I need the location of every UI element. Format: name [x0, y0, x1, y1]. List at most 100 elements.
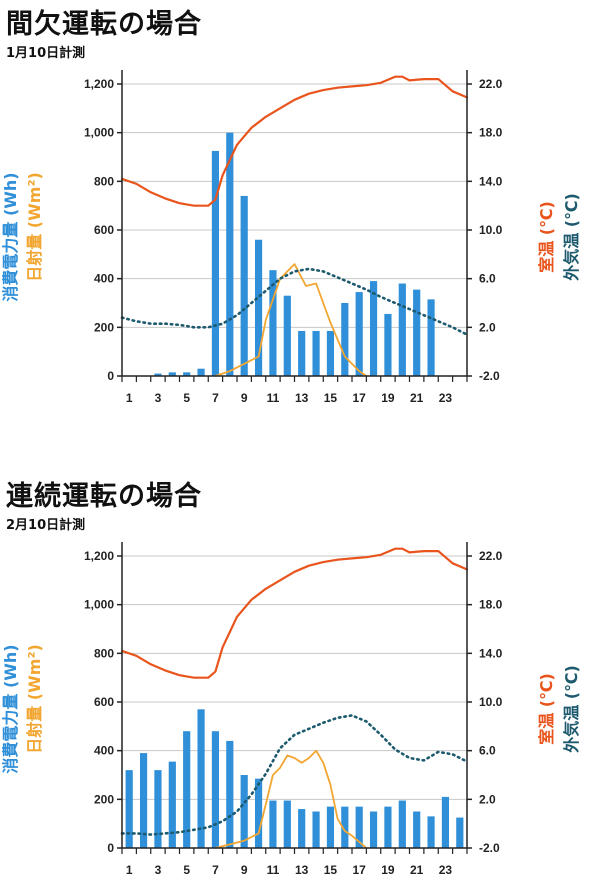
energy-bar — [154, 373, 162, 376]
x-tick-label: 11 — [267, 391, 280, 405]
energy-bar — [139, 753, 148, 848]
right-tick-label: 18.0 — [479, 598, 503, 612]
left-tick-label: 1,000 — [84, 598, 114, 612]
solar-radiation-line — [214, 263, 368, 377]
energy-bar — [398, 283, 406, 376]
energy-bar — [298, 809, 306, 848]
energy-bar — [254, 239, 263, 376]
right-tick-label: 14.0 — [479, 174, 503, 188]
left-tick-label: 0 — [107, 369, 114, 383]
outside-temperature-line — [120, 714, 469, 836]
x-tick-label: 21 — [410, 391, 424, 405]
right-tick-label: 22.0 — [479, 549, 503, 563]
x-tick-label: 19 — [381, 391, 395, 405]
right-tick-label: -2.0 — [479, 841, 500, 855]
energy-bar — [240, 775, 248, 848]
energy-bar — [427, 299, 435, 376]
energy-bar — [125, 770, 133, 848]
left-tick-label: 400 — [94, 744, 114, 758]
left-tick-label: 400 — [94, 272, 114, 286]
energy-bar — [154, 770, 162, 848]
chart-1-title: 間欠運転の場合 — [6, 9, 202, 40]
left-axis-label-solar: 日射量 (Wm²) — [25, 644, 44, 754]
energy-bar — [197, 368, 205, 376]
energy-bar — [398, 800, 406, 848]
left-tick-label: 0 — [107, 841, 114, 855]
energy-bar — [413, 811, 421, 848]
right-axis-label-outside: 外気温 (℃) — [562, 193, 581, 282]
right-tick-label: 10.0 — [479, 223, 503, 237]
energy-bar — [384, 313, 392, 376]
x-tick-label: 17 — [353, 863, 367, 877]
left-tick-label: 1,200 — [84, 77, 114, 91]
energy-bar — [355, 806, 363, 848]
room-temperature-line — [120, 75, 469, 207]
chart-2-title: 連続運転の場合 — [6, 481, 202, 512]
x-tick-label: 23 — [439, 391, 453, 405]
energy-bar — [211, 150, 220, 376]
x-tick-label: 9 — [241, 863, 248, 877]
left-tick-label: 1,000 — [84, 126, 114, 140]
outside-temperature-line — [120, 267, 469, 336]
x-tick-label: 11 — [267, 863, 280, 877]
left-tick-label: 200 — [94, 320, 114, 334]
left-tick-label: 600 — [94, 695, 114, 709]
x-tick-label: 19 — [381, 863, 395, 877]
left-axis-label-energy: 消費電力量 (Wh) — [1, 644, 20, 773]
energy-bar — [226, 132, 234, 376]
energy-bar — [197, 709, 205, 848]
energy-bar — [298, 330, 306, 376]
right-tick-label: 18.0 — [479, 126, 503, 140]
chart-1-plot: 0 200 400 600 800 1,000 1,200 -2.0 2.0 6.0 10.0 14.… — [1, 70, 581, 405]
x-tick-label: 7 — [212, 863, 219, 877]
right-tick-label: 6.0 — [479, 272, 496, 286]
x-tick-label: 5 — [183, 391, 190, 405]
chart-2-plot: 0 200 400 600 800 1,000 1,200 -2.0 2.0 6.0 10.0 14.… — [1, 542, 581, 877]
x-tick-label: 15 — [324, 391, 338, 405]
energy-bar — [369, 281, 378, 376]
energy-bar — [183, 372, 191, 376]
right-axis-label-outside: 外気温 (℃) — [562, 665, 581, 754]
x-tick-label: 17 — [353, 391, 367, 405]
right-axis-label-room: 室温 (℃) — [537, 201, 556, 273]
right-tick-label: 10.0 — [479, 695, 503, 709]
energy-bar — [254, 778, 263, 848]
x-tick-label: 13 — [295, 863, 309, 877]
x-tick-label: 9 — [241, 391, 248, 405]
x-tick-label: 3 — [155, 391, 162, 405]
energy-bar — [226, 740, 234, 848]
x-tick-label: 3 — [155, 863, 162, 877]
energy-bar — [283, 800, 291, 848]
x-tick-label: 1 — [126, 863, 133, 877]
energy-bar — [283, 295, 291, 376]
right-tick-label: -2.0 — [479, 369, 500, 383]
right-tick-label: 14.0 — [479, 646, 503, 660]
energy-bar — [168, 372, 176, 376]
energy-bar — [183, 731, 191, 848]
energy-bar — [269, 270, 277, 376]
energy-bar — [240, 195, 248, 376]
x-tick-label: 1 — [126, 391, 133, 405]
x-tick-label: 15 — [324, 863, 338, 877]
energy-bar — [312, 811, 320, 848]
energy-bar — [312, 330, 320, 376]
energy-bar — [384, 806, 392, 848]
right-axis-label-room: 室温 (℃) — [537, 673, 556, 745]
left-tick-label: 200 — [94, 792, 114, 806]
energy-bar — [441, 796, 450, 848]
left-tick-label: 800 — [94, 174, 114, 188]
energy-bar — [413, 289, 421, 376]
energy-bar — [326, 330, 335, 376]
energy-bar — [369, 811, 378, 848]
right-tick-label: 2.0 — [479, 792, 496, 806]
solar-radiation-line — [214, 749, 368, 849]
right-tick-label: 6.0 — [479, 744, 496, 758]
chart-2-subtitle: 2月10日計測 — [6, 518, 86, 533]
x-tick-label: 21 — [410, 863, 424, 877]
x-tick-label: 23 — [439, 863, 453, 877]
energy-bar — [269, 800, 277, 848]
chart-1-subtitle: 1月10日計測 — [6, 46, 86, 61]
energy-bar — [211, 731, 220, 848]
room-temperature-line — [120, 547, 469, 679]
energy-bar — [341, 806, 349, 848]
